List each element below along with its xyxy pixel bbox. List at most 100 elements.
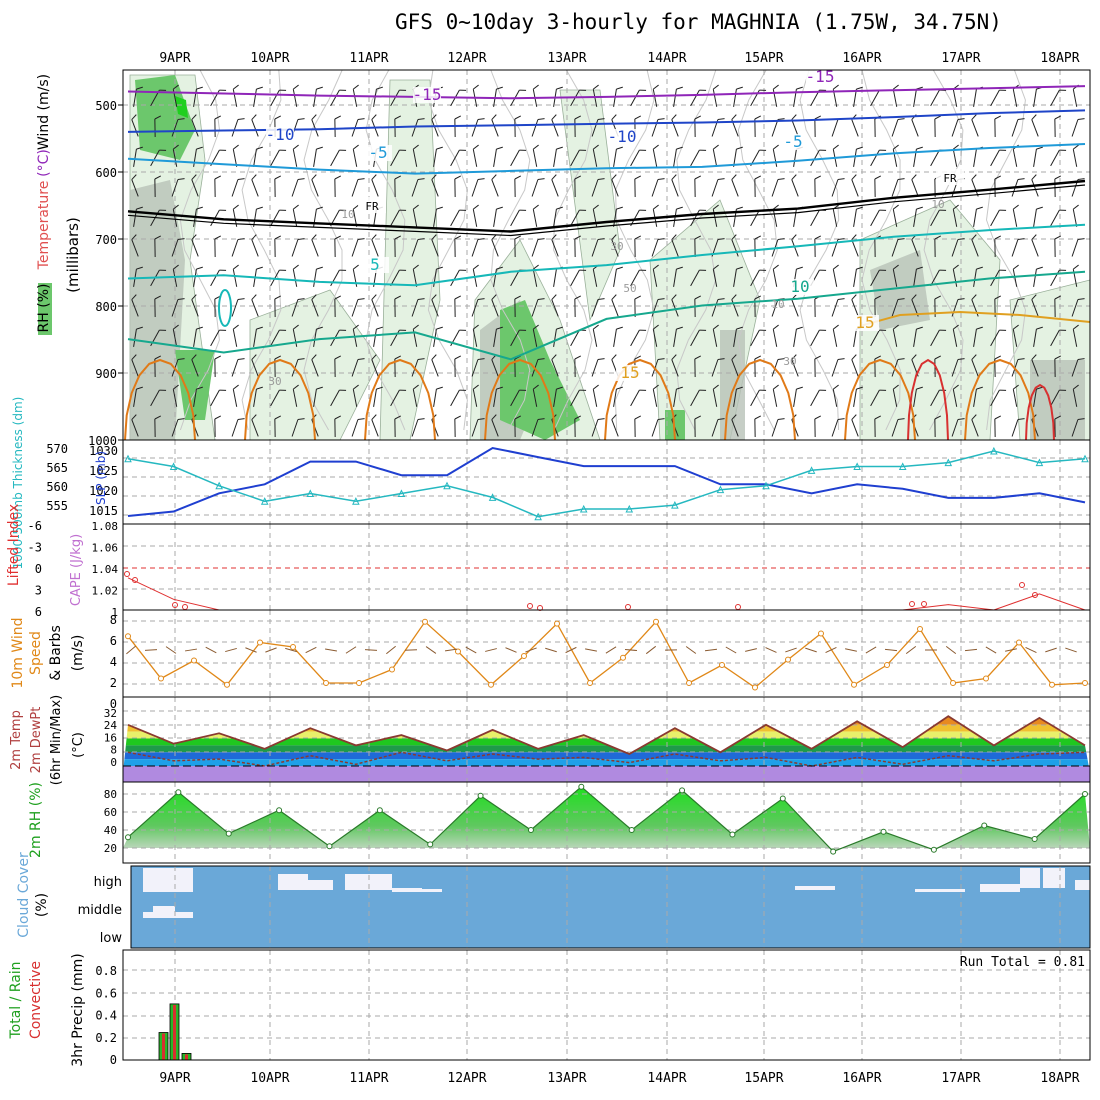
wind-speed-point-1 <box>158 675 164 682</box>
wind-barb-56 <box>210 329 227 347</box>
li-point-6 <box>625 604 631 610</box>
sfc-barb-39 <box>905 645 917 655</box>
sfc-barb-17 <box>465 646 477 654</box>
wind-barb-501 <box>951 358 965 377</box>
rh2m-point-5 <box>376 807 383 814</box>
temp-axis-label-c: (6hr Min/Max) <box>49 695 64 785</box>
wind-speed-point-21 <box>818 630 824 637</box>
sfc-barb-29 <box>704 648 718 652</box>
wind-speed-point-13 <box>554 620 560 627</box>
wind-speed-point-25 <box>950 680 956 686</box>
rh-grey-3 <box>1030 360 1085 440</box>
wind-barb-520 <box>990 209 1007 227</box>
slp-tick-0: 1030 <box>89 444 118 458</box>
wind-barb-14 <box>150 149 167 167</box>
wind-barb-392 <box>772 324 779 347</box>
wind-barb-137 <box>351 238 365 257</box>
wind-speed-point-5 <box>290 644 296 650</box>
wind-barb-254 <box>553 146 563 167</box>
wind-barb-260 <box>553 326 563 347</box>
wind-barb-348 <box>712 84 719 107</box>
isotherm-label-8: 5 <box>370 255 380 274</box>
wind-barb-476 <box>913 326 923 347</box>
wind-barb-199 <box>454 295 462 318</box>
wind-barb-436 <box>853 206 863 227</box>
wind-barb-333 <box>671 354 679 377</box>
wind-barb-536 <box>1012 324 1019 347</box>
wind-barb-447 <box>874 175 882 198</box>
wind-barb-175 <box>411 298 425 317</box>
wind-barb-417 <box>814 355 822 378</box>
wind-barb-516 <box>990 89 1007 107</box>
wind-barb-386 <box>772 144 779 167</box>
cloud-high-1 <box>278 874 308 890</box>
wind-barb-331 <box>671 294 679 317</box>
wind-barb-538 <box>1012 384 1019 407</box>
rh2m-point-15 <box>880 828 887 835</box>
wind-barb-344 <box>690 329 707 347</box>
wind-barb-28 <box>172 204 179 227</box>
rh2m-area <box>123 786 1090 852</box>
rh-shade-1 <box>379 79 441 441</box>
thickness-tick-3: 555 <box>46 499 68 513</box>
wind-barb-201 <box>454 355 462 378</box>
isotherm-label-0: -15 <box>413 85 442 104</box>
precip-conv-1 <box>173 1004 176 1060</box>
temp-band-2 <box>123 731 1090 739</box>
sfc-barb-45 <box>1025 647 1037 653</box>
precip-tick-3: 0.2 <box>95 1031 117 1045</box>
wind-barb-438 <box>853 266 863 287</box>
wind-barb-302 <box>630 149 647 167</box>
wind-barb-514 <box>973 386 983 407</box>
wind-barb-328 <box>673 206 683 227</box>
dewpoint-line <box>127 751 1086 767</box>
wind-barb-140 <box>352 324 359 347</box>
wind-barb-454 <box>870 389 887 407</box>
thickness-point-5 <box>352 497 360 505</box>
li-point-1 <box>132 577 138 583</box>
cloud-level-2: low <box>100 931 123 946</box>
wind-barb-205 <box>471 118 485 137</box>
wind-barb-279 <box>591 178 605 197</box>
wind-barb-83 <box>251 414 259 437</box>
wind-barb-556 <box>1050 209 1067 227</box>
wind-tick-4: 0 <box>110 697 117 711</box>
wind-barb-472 <box>913 206 923 227</box>
rh-shade-3 <box>559 89 621 322</box>
rh-contour-6 <box>553 69 593 431</box>
temp-axis-label-a: 2m Temp <box>9 710 24 770</box>
rh2m-point-1 <box>175 789 182 796</box>
wind-barb-163 <box>394 295 402 318</box>
rh-contour-13 <box>985 69 1027 431</box>
day-label-bottom-4: 13APR <box>547 1071 586 1086</box>
wind-barb-533 <box>1011 238 1025 257</box>
sfc-barb-42 <box>964 648 978 652</box>
cape-tick-0: 1.08 <box>92 520 119 533</box>
wind-barb-245 <box>531 238 545 257</box>
wind-barb-283 <box>591 298 605 317</box>
cape-tick-3: 1.02 <box>92 585 119 598</box>
pressure-tick-5: 1000 <box>88 434 117 448</box>
wind-speed-point-15 <box>620 654 626 661</box>
li-point-11 <box>1032 592 1038 598</box>
isotherm-warm-5 <box>724 358 796 441</box>
wind-barb-75 <box>251 174 259 197</box>
wind-barb-368 <box>733 326 743 347</box>
sfc-barb-15 <box>425 646 437 654</box>
wind-barb-139 <box>351 298 365 317</box>
wind-barb-160 <box>390 209 407 227</box>
wind-barb-213 <box>471 358 485 377</box>
wind-barb-526 <box>990 389 1007 407</box>
wind-barb-98 <box>292 144 299 167</box>
wind-barb-91 <box>274 295 282 318</box>
wind-barb-87 <box>274 175 282 198</box>
wind-barb-129 <box>334 355 342 378</box>
wind-barb-43 <box>191 294 199 317</box>
wind-barb-115 <box>311 294 319 317</box>
sfc-barb-16 <box>444 648 458 652</box>
wind-barb-357 <box>711 358 725 377</box>
rh2m-point-7 <box>477 792 484 799</box>
wind-barb-515 <box>971 414 979 437</box>
wind-barb-41 <box>191 234 199 257</box>
